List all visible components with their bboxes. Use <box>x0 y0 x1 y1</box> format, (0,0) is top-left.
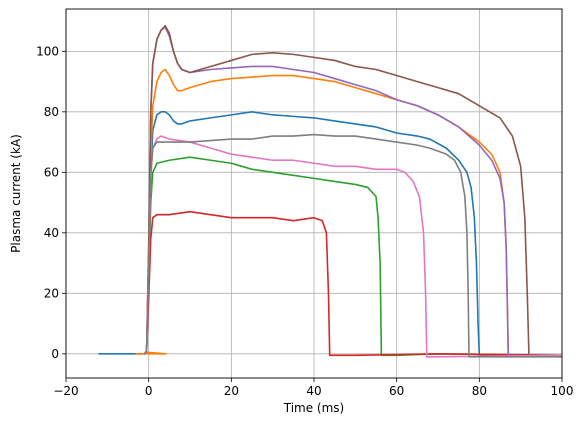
x-tick-label: 40 <box>306 384 321 398</box>
grid-layer <box>65 9 563 378</box>
x-tick-label: 80 <box>472 384 487 398</box>
y-tick-label: 40 <box>44 226 59 240</box>
series-line-8 <box>143 133 562 358</box>
series-layer <box>98 24 562 358</box>
y-tick-label: 60 <box>44 165 59 179</box>
series-line-3 <box>143 156 562 357</box>
x-tick-label: 20 <box>224 384 239 398</box>
x-axis-title: Time (ms) <box>283 401 345 415</box>
ticks-layer: −20 0 20 40 60 80 100 0 20 40 60 80 100 <box>36 44 573 398</box>
x-tick-label: −20 <box>53 384 78 398</box>
series-line-2 <box>135 68 562 357</box>
y-tick-label: 100 <box>36 44 59 58</box>
series-line-1 <box>98 111 562 357</box>
x-tick-label: 0 <box>145 384 153 398</box>
series-line-6 <box>143 24 562 357</box>
series-line-4 <box>143 210 562 357</box>
y-axis-title: Plasma current (kA) <box>9 134 23 253</box>
x-tick-label: 100 <box>551 384 574 398</box>
y-tick-label: 80 <box>44 105 59 119</box>
x-tick-label: 60 <box>389 384 404 398</box>
y-tick-label: 20 <box>44 286 59 300</box>
series-line-5 <box>143 26 562 358</box>
y-tick-label: 0 <box>51 347 59 361</box>
